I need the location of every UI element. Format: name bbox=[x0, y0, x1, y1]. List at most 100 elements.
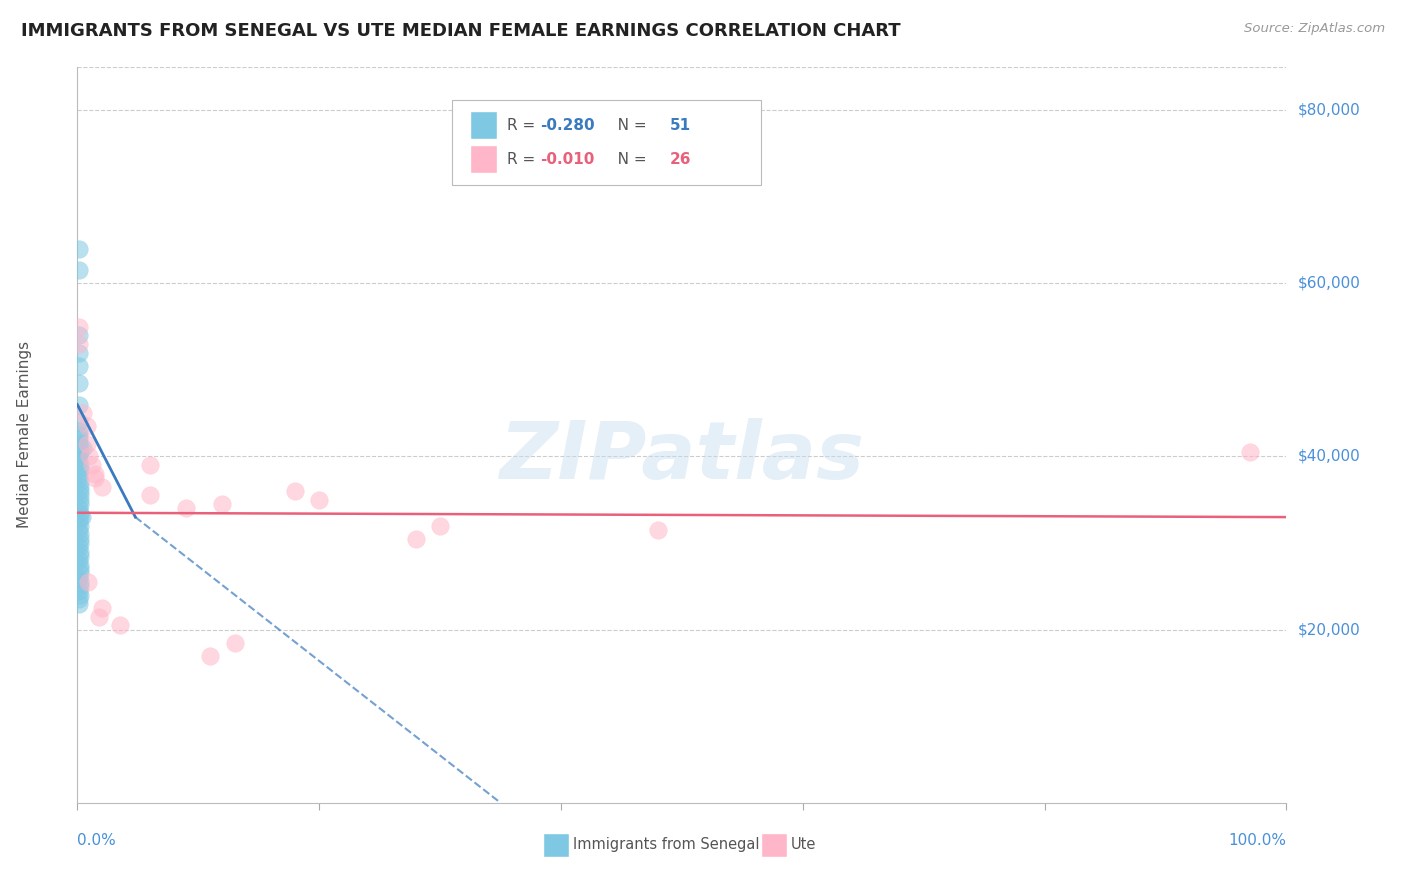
Point bbox=[69, 445, 91, 459]
Point bbox=[67, 592, 90, 607]
Point bbox=[67, 583, 90, 598]
Point bbox=[84, 471, 107, 485]
Point bbox=[67, 436, 90, 450]
Point bbox=[69, 562, 91, 576]
Point bbox=[69, 480, 91, 494]
Text: N =: N = bbox=[603, 118, 652, 133]
Point bbox=[67, 450, 90, 464]
Text: ZIPatlas: ZIPatlas bbox=[499, 418, 865, 496]
Point bbox=[69, 458, 91, 472]
Text: -0.280: -0.280 bbox=[540, 118, 595, 133]
Point bbox=[77, 575, 100, 590]
Text: -0.010: -0.010 bbox=[540, 152, 595, 167]
Point bbox=[67, 415, 90, 429]
Point bbox=[72, 406, 94, 420]
Point bbox=[69, 510, 91, 524]
Point bbox=[67, 345, 90, 359]
Text: 100.0%: 100.0% bbox=[1229, 833, 1286, 848]
Point bbox=[174, 501, 197, 516]
Point bbox=[108, 618, 131, 632]
Point bbox=[67, 571, 90, 585]
Text: 0.0%: 0.0% bbox=[77, 833, 117, 848]
Point bbox=[67, 376, 90, 390]
Point bbox=[67, 242, 90, 256]
Point bbox=[79, 450, 101, 464]
FancyBboxPatch shape bbox=[761, 833, 787, 856]
Point bbox=[67, 263, 90, 277]
Point bbox=[67, 541, 90, 555]
Text: $20,000: $20,000 bbox=[1298, 622, 1361, 637]
Point bbox=[69, 536, 91, 550]
Point bbox=[224, 635, 246, 649]
Point bbox=[67, 337, 90, 351]
Point bbox=[90, 601, 112, 615]
Text: 26: 26 bbox=[669, 152, 692, 167]
Point bbox=[90, 480, 112, 494]
Point bbox=[69, 558, 91, 572]
Point bbox=[69, 506, 91, 520]
Point bbox=[1239, 445, 1261, 459]
Point bbox=[67, 398, 90, 412]
Point bbox=[67, 424, 90, 438]
Text: R =: R = bbox=[506, 118, 540, 133]
Point bbox=[308, 492, 330, 507]
Text: N =: N = bbox=[603, 152, 652, 167]
Point bbox=[69, 462, 91, 476]
Point bbox=[67, 523, 90, 537]
Point bbox=[429, 518, 451, 533]
Point bbox=[72, 441, 94, 455]
Point bbox=[69, 518, 91, 533]
Point bbox=[69, 484, 91, 499]
Point bbox=[69, 566, 91, 581]
Text: Median Female Earnings: Median Female Earnings bbox=[17, 342, 32, 528]
Point bbox=[67, 328, 90, 343]
Point bbox=[67, 501, 90, 516]
Point bbox=[69, 527, 91, 541]
Point bbox=[69, 488, 91, 502]
Text: $80,000: $80,000 bbox=[1298, 103, 1361, 118]
Text: $60,000: $60,000 bbox=[1298, 276, 1361, 291]
Point bbox=[69, 549, 91, 563]
Point bbox=[69, 441, 91, 455]
Point bbox=[67, 432, 90, 446]
Point bbox=[67, 319, 90, 334]
Point bbox=[67, 553, 90, 567]
Point bbox=[80, 458, 103, 472]
Point bbox=[69, 497, 91, 511]
Point bbox=[69, 579, 91, 593]
Point bbox=[139, 458, 162, 472]
Point bbox=[67, 471, 90, 485]
Point bbox=[67, 454, 90, 468]
Point bbox=[87, 609, 110, 624]
Text: Immigrants from Senegal: Immigrants from Senegal bbox=[574, 838, 759, 852]
Point bbox=[211, 497, 233, 511]
Point bbox=[139, 488, 162, 502]
Point bbox=[69, 588, 91, 602]
Point bbox=[67, 427, 90, 442]
Point bbox=[70, 510, 93, 524]
Point bbox=[76, 419, 98, 434]
FancyBboxPatch shape bbox=[453, 100, 761, 185]
FancyBboxPatch shape bbox=[470, 112, 496, 139]
Point bbox=[76, 436, 98, 450]
Text: $40,000: $40,000 bbox=[1298, 449, 1361, 464]
Point bbox=[69, 492, 91, 507]
Point bbox=[69, 545, 91, 559]
FancyBboxPatch shape bbox=[543, 833, 569, 856]
Text: Ute: Ute bbox=[790, 838, 815, 852]
Point bbox=[647, 523, 669, 537]
Point bbox=[67, 467, 90, 481]
Point bbox=[67, 515, 90, 529]
Point bbox=[405, 532, 427, 546]
Point bbox=[284, 484, 307, 499]
Point bbox=[67, 597, 90, 611]
Text: 51: 51 bbox=[669, 118, 690, 133]
Point bbox=[69, 532, 91, 546]
Point bbox=[84, 467, 107, 481]
Point bbox=[200, 648, 222, 663]
Text: R =: R = bbox=[506, 152, 540, 167]
Text: Source: ZipAtlas.com: Source: ZipAtlas.com bbox=[1244, 22, 1385, 36]
FancyBboxPatch shape bbox=[470, 145, 496, 173]
Text: IMMIGRANTS FROM SENEGAL VS UTE MEDIAN FEMALE EARNINGS CORRELATION CHART: IMMIGRANTS FROM SENEGAL VS UTE MEDIAN FE… bbox=[21, 22, 901, 40]
Point bbox=[67, 359, 90, 373]
